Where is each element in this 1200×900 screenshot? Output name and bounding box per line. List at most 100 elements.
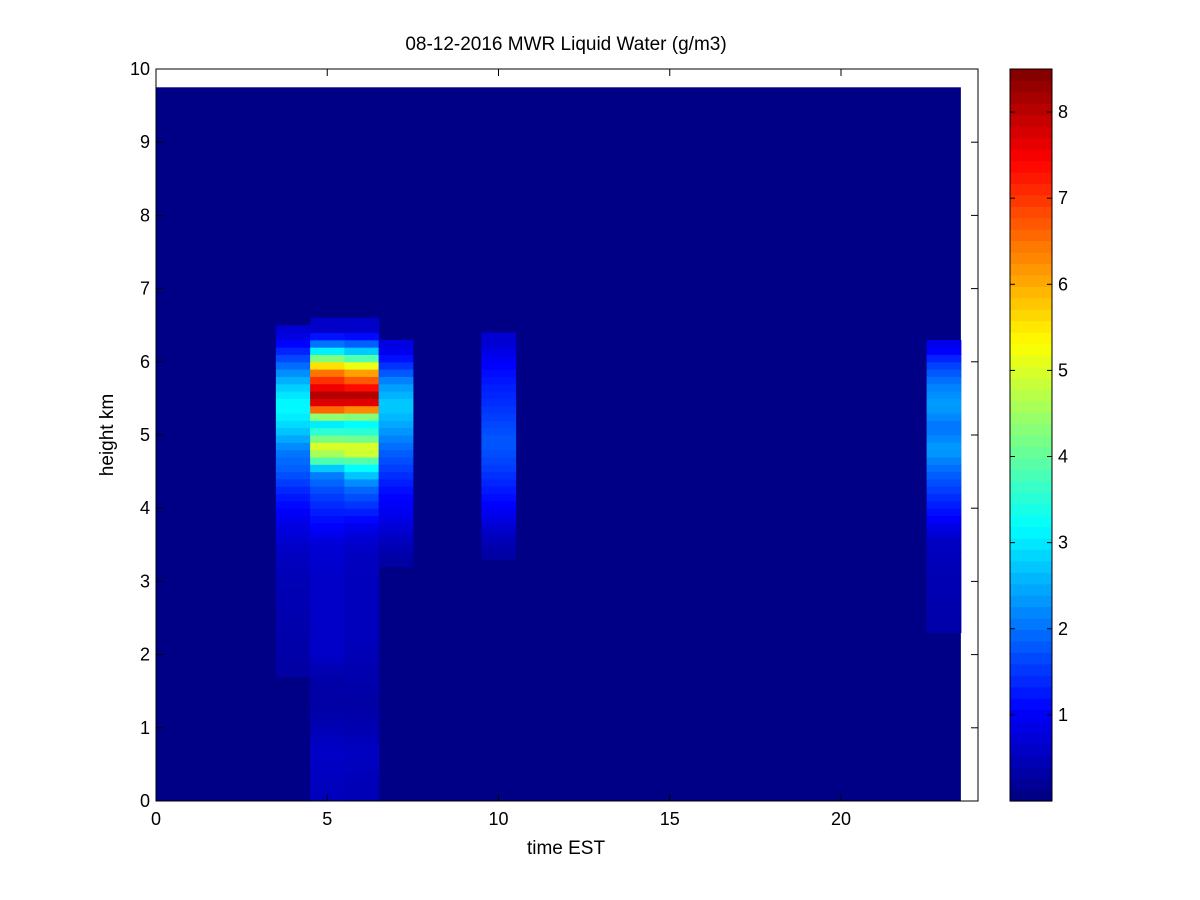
heatmap-cell bbox=[310, 779, 345, 787]
colorbar-swatch bbox=[1010, 766, 1052, 779]
heatmap-cell bbox=[378, 442, 414, 451]
heatmap-cell bbox=[378, 354, 414, 363]
heatmap-cell bbox=[481, 420, 517, 429]
heatmap-cell bbox=[344, 391, 380, 399]
heatmap-cell bbox=[926, 427, 962, 436]
heatmap-cell bbox=[275, 647, 311, 656]
heatmap-cell bbox=[378, 515, 414, 524]
heatmap-cell bbox=[344, 493, 380, 502]
heatmap-cell bbox=[275, 405, 311, 414]
heatmap-cell bbox=[344, 552, 380, 560]
heatmap-cell bbox=[275, 500, 311, 509]
colorbar-swatch bbox=[1010, 137, 1052, 150]
heatmap-cell bbox=[344, 603, 380, 612]
heatmap-cell bbox=[344, 500, 380, 509]
heatmap-cell bbox=[481, 537, 517, 546]
heatmap-cell bbox=[310, 332, 345, 341]
heatmap-cell bbox=[310, 625, 345, 634]
heatmap-cell bbox=[344, 530, 380, 538]
heatmap-cell bbox=[378, 420, 414, 429]
heatmap-cell bbox=[926, 369, 962, 377]
heatmap-cell bbox=[926, 566, 962, 575]
colorbar-swatch bbox=[1010, 492, 1052, 505]
heatmap-cell bbox=[926, 522, 962, 531]
heatmap-cell bbox=[310, 610, 345, 619]
heatmap-cell bbox=[378, 413, 414, 421]
heatmap-cell bbox=[310, 537, 345, 546]
heatmap-cell bbox=[481, 552, 517, 560]
heatmap-cell bbox=[275, 486, 311, 495]
colorbar-tick-label: 6 bbox=[1058, 274, 1068, 294]
colorbar-swatch bbox=[1010, 469, 1052, 482]
heatmap-cell bbox=[344, 478, 380, 487]
heatmap-cell bbox=[310, 486, 345, 495]
heatmap-cell bbox=[926, 559, 962, 568]
heatmap-cell bbox=[344, 456, 380, 465]
heatmap-cell bbox=[344, 398, 380, 407]
colorbar-swatch bbox=[1010, 114, 1052, 127]
colorbar-swatch bbox=[1010, 366, 1052, 379]
heatmap-cell bbox=[275, 449, 311, 458]
colorbar-swatch bbox=[1010, 252, 1052, 265]
colorbar-swatch bbox=[1010, 743, 1052, 756]
heatmap-cell bbox=[344, 654, 380, 663]
heatmap-cell bbox=[481, 361, 517, 370]
heatmap-cell bbox=[926, 449, 962, 458]
heatmap-cell bbox=[926, 596, 962, 604]
colorbar-tick-label: 8 bbox=[1058, 102, 1068, 122]
colorbar-tick-label: 1 bbox=[1058, 705, 1068, 725]
colorbar-swatch bbox=[1010, 629, 1052, 642]
heatmap-cell bbox=[481, 522, 517, 531]
heatmap-cell bbox=[481, 427, 517, 436]
colorbar-swatch bbox=[1010, 446, 1052, 459]
heatmap-cell bbox=[344, 581, 380, 590]
heatmap-cell bbox=[310, 398, 345, 407]
colorbar-swatch bbox=[1010, 572, 1052, 585]
heatmap-cell bbox=[481, 347, 517, 355]
colorbar-swatch bbox=[1010, 560, 1052, 573]
heatmap-cell bbox=[275, 566, 311, 575]
heatmap-cell bbox=[344, 727, 380, 736]
heatmap-cell bbox=[378, 339, 414, 348]
heatmap-cell bbox=[378, 559, 414, 568]
heatmap-cell bbox=[275, 398, 311, 407]
colorbar-swatch bbox=[1010, 389, 1052, 402]
heatmap-cell bbox=[378, 537, 414, 546]
heatmap-cell bbox=[310, 749, 345, 758]
heatmap-cell bbox=[275, 618, 311, 626]
heatmap-cell bbox=[378, 347, 414, 355]
heatmap-cell bbox=[344, 720, 380, 729]
heatmap-cell bbox=[378, 369, 414, 377]
heatmap-cell bbox=[275, 369, 311, 377]
colorbar-swatch bbox=[1010, 149, 1052, 162]
heatmap-cell bbox=[310, 632, 345, 641]
heatmap-cell bbox=[344, 639, 380, 648]
heatmap-cell bbox=[926, 581, 962, 590]
colorbar-frame bbox=[1009, 68, 1053, 802]
x-axis-ticks: 0 5 10 15 20 bbox=[151, 69, 851, 829]
heatmap-cell bbox=[926, 588, 962, 597]
heatmap-cell bbox=[344, 486, 380, 495]
heatmap-cell bbox=[310, 596, 345, 604]
heatmap-cell bbox=[344, 669, 380, 678]
colorbar-swatch bbox=[1010, 789, 1052, 802]
heatmap-cell bbox=[344, 698, 380, 707]
heatmap-cell bbox=[275, 464, 311, 473]
heatmap-cell bbox=[926, 391, 962, 399]
heatmap-cell bbox=[344, 515, 380, 524]
heatmap-cell bbox=[310, 581, 345, 590]
heatmap-cell bbox=[378, 500, 414, 509]
colorbar-swatch bbox=[1010, 274, 1052, 287]
heatmap-cell bbox=[481, 383, 517, 392]
heatmap-cell bbox=[378, 464, 414, 473]
colorbar-swatch bbox=[1010, 709, 1052, 722]
heatmap-cell bbox=[344, 508, 380, 517]
heatmap-column bbox=[275, 325, 311, 678]
heatmap-cell bbox=[344, 574, 380, 582]
heatmap-cell bbox=[310, 369, 345, 377]
heatmap-cell bbox=[275, 420, 311, 429]
heatmap-cell bbox=[275, 435, 311, 443]
colorbar-gradient bbox=[1010, 69, 1052, 802]
colorbar-swatch bbox=[1010, 595, 1052, 608]
colorbar-swatch bbox=[1010, 343, 1052, 356]
